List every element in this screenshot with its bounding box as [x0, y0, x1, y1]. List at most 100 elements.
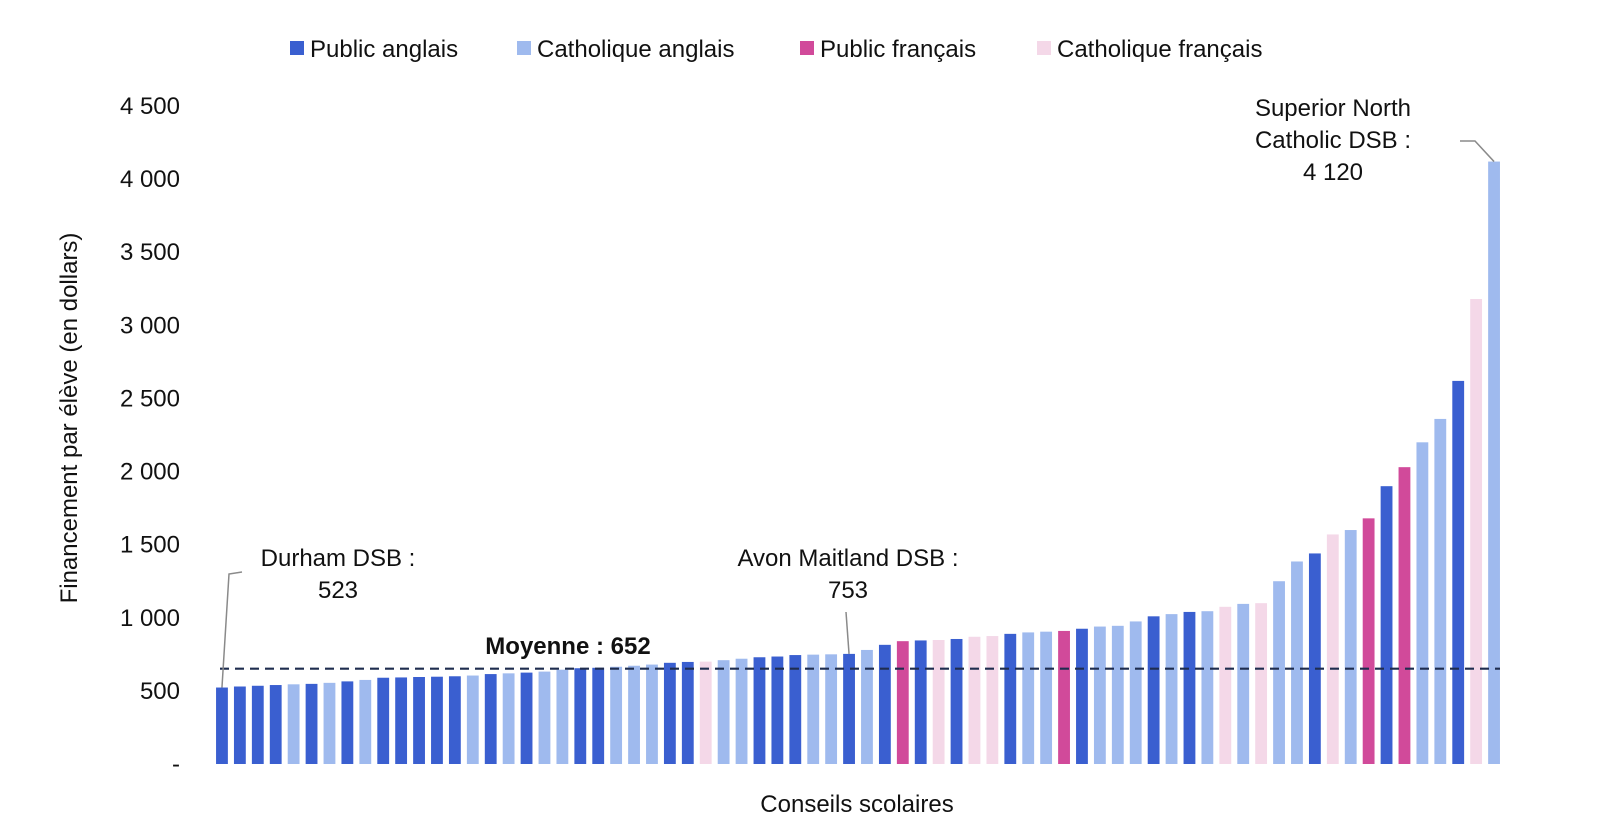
bar-36-pa [843, 653, 855, 764]
bar-12-pa [413, 677, 425, 764]
bar-10-pa [377, 677, 390, 764]
y-tick-label: 4 000 [120, 166, 180, 193]
y-tick-label: - [172, 751, 180, 778]
y-tick-label: 2 500 [120, 385, 180, 412]
y-tick-label: 1 000 [120, 605, 180, 632]
bar-68-ca [1416, 442, 1429, 764]
bar-16-pa [484, 674, 497, 764]
y-axis: - 500 1 000 1 500 2 000 2 500 3 000 3 500 4 000 4… [120, 93, 180, 778]
annotation-1: Durham DSB : 523 [221, 545, 416, 688]
annotation-text-line: Avon Maitland DSB : [737, 545, 958, 572]
annotation-leader-line [845, 611, 850, 654]
legend-item-pf: Public français [800, 36, 976, 63]
bar-19-ca [538, 671, 551, 764]
bar-21-pa [574, 668, 587, 764]
y-tick-label: 3 500 [120, 239, 180, 266]
bars [216, 161, 1500, 764]
annotation-text-line: 753 [828, 577, 868, 604]
bar-42-pa [950, 638, 963, 764]
bar-14-pa [448, 676, 461, 764]
annotation-text-line: Superior North [1255, 95, 1411, 122]
bar-46-ca [1022, 632, 1035, 764]
bar-1-pa [216, 687, 228, 764]
bar-23-ca [610, 666, 623, 764]
legend-swatch [1037, 41, 1051, 55]
annotation-text-line: Catholic DSB : [1255, 127, 1411, 154]
bar-66-pa [1380, 486, 1393, 764]
bar-61-ca [1291, 561, 1303, 764]
bar-33-pa [789, 655, 802, 764]
bar-8-pa [341, 681, 354, 764]
bar-45-pa [1004, 633, 1017, 764]
bar-57-cf [1219, 606, 1232, 764]
annotations: Durham DSB : 523 Avon Maitland DSB : 753 Sup… [221, 95, 1495, 688]
bar-31-pa [753, 657, 766, 764]
annotation-text-line: 4 120 [1303, 159, 1363, 186]
legend-item-pa: Public anglais [290, 36, 458, 63]
bar-63-cf [1326, 534, 1339, 764]
bar-25-ca [646, 664, 658, 764]
bar-62-pa [1308, 553, 1321, 764]
bar-40-pa [914, 640, 927, 764]
annotation-2: Avon Maitland DSB : 753 [737, 545, 959, 654]
bar-52-ca [1129, 621, 1142, 764]
bar-37-ca [861, 649, 873, 764]
legend-label: Public français [820, 36, 976, 63]
annotation-3: Superior North Catholic DSB : 4 120 [1255, 95, 1495, 186]
bar-64-ca [1344, 530, 1357, 764]
bar-43-cf [968, 636, 981, 764]
bar-65-pf [1362, 518, 1375, 764]
bar-47-ca [1040, 631, 1053, 764]
bar-51-ca [1111, 625, 1124, 764]
y-axis-title: Financement par élève (en dollars) [56, 233, 83, 604]
average-label: Moyenne : 652 [485, 633, 650, 660]
legend-swatch [800, 41, 814, 55]
bar-67-pf [1398, 467, 1411, 764]
bar-39-pf [896, 641, 909, 764]
bar-27-pa [681, 661, 694, 764]
bar-6-pa [305, 683, 318, 764]
bar-28-cf [699, 661, 712, 764]
bar-3-pa [251, 685, 264, 764]
annotation-leader-line [221, 571, 243, 688]
bar-4-pa [269, 685, 282, 764]
y-tick-label: 3 000 [120, 312, 180, 339]
annotation-text-line: Durham DSB : [261, 545, 416, 572]
bar-15-ca [466, 675, 479, 764]
average-line-group: Moyenne : 652 [220, 633, 1500, 670]
bar-56-ca [1201, 611, 1214, 764]
y-tick-label: 4 500 [120, 93, 180, 120]
y-tick-label: 2 000 [120, 459, 180, 486]
bar-41-cf [932, 640, 945, 764]
bar-24-ca [628, 665, 640, 764]
bar-20-ca [556, 669, 569, 764]
bar-9-ca [359, 679, 372, 764]
y-tick-label: 1 500 [120, 532, 180, 559]
bar-2-pa [233, 686, 246, 764]
bar-35-ca [825, 654, 838, 764]
bar-30-ca [735, 658, 748, 764]
bar-29-ca [717, 660, 730, 764]
bar-48-pf [1058, 630, 1070, 764]
bar-53-pa [1147, 616, 1160, 764]
legend-item-cf: Catholique français [1037, 36, 1262, 63]
legend-label: Catholique français [1057, 36, 1262, 63]
legend-swatch [290, 41, 304, 55]
bar-58-ca [1237, 603, 1250, 764]
legend-label: Public anglais [310, 36, 458, 63]
bar-38-pa [878, 644, 891, 764]
bar-54-ca [1165, 614, 1178, 764]
bar-5-ca [287, 684, 300, 764]
bar-18-pa [520, 672, 533, 764]
annotation-leader-line [1460, 140, 1495, 163]
legend-item-ca: Catholique anglais [517, 36, 734, 63]
bar-71-cf [1470, 299, 1483, 764]
bar-70-pa [1452, 380, 1465, 764]
legend-label: Catholique anglais [537, 36, 734, 63]
legend: Public anglais Catholique anglais Public f… [290, 36, 1262, 63]
x-axis-title: Conseils scolaires [760, 791, 953, 818]
bar-17-ca [502, 673, 515, 764]
annotation-text-line: 523 [318, 577, 358, 604]
legend-swatch [517, 41, 531, 55]
